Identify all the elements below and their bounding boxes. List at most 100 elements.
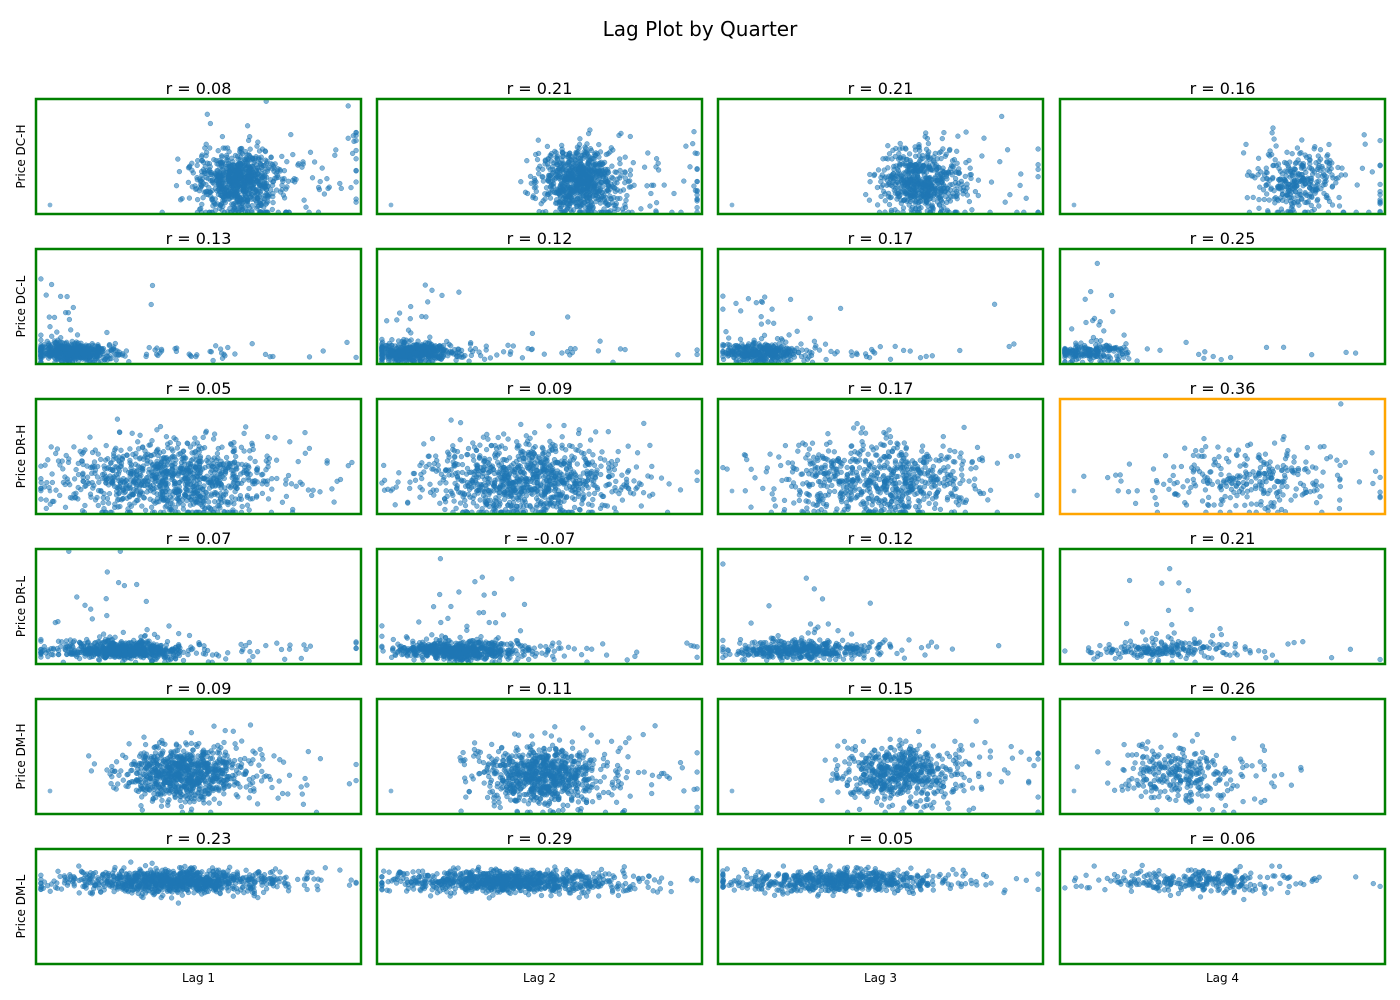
scatter-point bbox=[285, 178, 291, 184]
scatter-point bbox=[573, 153, 580, 160]
scatter-point bbox=[900, 347, 907, 354]
scatter-point bbox=[430, 353, 436, 359]
scatter-point bbox=[1268, 185, 1274, 191]
scatter-point bbox=[733, 300, 739, 307]
scatter-point bbox=[1218, 356, 1224, 363]
scatter-point bbox=[942, 153, 948, 159]
scatter-point bbox=[263, 201, 269, 207]
scatter-point bbox=[813, 343, 819, 349]
scatter-point bbox=[604, 178, 611, 185]
scatter-point bbox=[720, 343, 726, 349]
scatter-point bbox=[1267, 153, 1273, 159]
scatter-point bbox=[214, 188, 220, 194]
scatter-point bbox=[608, 196, 614, 202]
scatter-point bbox=[881, 175, 888, 181]
scatter-point bbox=[48, 444, 54, 450]
scatter-point bbox=[285, 472, 292, 479]
scatter-point bbox=[581, 149, 587, 155]
scatter-point bbox=[837, 305, 844, 312]
scatter-point bbox=[384, 318, 390, 324]
scatter-point bbox=[627, 133, 633, 140]
scatter-point bbox=[1281, 159, 1288, 166]
scatter-point bbox=[577, 136, 583, 142]
panel-frame bbox=[1058, 247, 1387, 366]
scatter-point bbox=[888, 207, 895, 213]
scatter-point bbox=[557, 205, 564, 212]
scatter-point bbox=[1260, 187, 1267, 193]
scatter-point bbox=[170, 448, 176, 454]
scatter-point bbox=[195, 157, 201, 164]
scatter-point bbox=[481, 356, 488, 362]
scatter-point bbox=[542, 158, 549, 164]
scatter-point bbox=[623, 197, 629, 204]
scatter-point bbox=[1314, 179, 1320, 185]
scatter-point bbox=[638, 206, 644, 212]
scatter-point bbox=[353, 167, 359, 174]
scatter-point bbox=[1279, 191, 1286, 197]
scatter-point bbox=[1023, 195, 1029, 201]
scatter-point bbox=[997, 159, 1003, 165]
scatter-point bbox=[317, 178, 323, 185]
scatter-point bbox=[1309, 352, 1315, 358]
scatter-point bbox=[71, 345, 78, 352]
scatter-point bbox=[937, 171, 943, 178]
scatter-point bbox=[600, 184, 606, 190]
scatter-point bbox=[548, 183, 554, 189]
scatter-point bbox=[284, 159, 290, 165]
scatter-point bbox=[112, 347, 118, 354]
scatter-point bbox=[1307, 157, 1313, 163]
scatter-point bbox=[1284, 149, 1290, 155]
scatter-point bbox=[284, 184, 290, 190]
scatter-point bbox=[269, 486, 275, 492]
scatter-point bbox=[768, 345, 774, 352]
scatter-point bbox=[1263, 344, 1270, 351]
scatter-point bbox=[1294, 183, 1300, 189]
scatter-point bbox=[675, 352, 681, 358]
scatter-point bbox=[389, 342, 395, 348]
scatter-point bbox=[65, 310, 71, 316]
scatter-point bbox=[1318, 186, 1324, 192]
scatter-point bbox=[155, 352, 161, 359]
scatter-point bbox=[1302, 181, 1308, 187]
scatter-point bbox=[720, 293, 726, 299]
scatter-point bbox=[1285, 184, 1291, 190]
scatter-point bbox=[960, 191, 966, 197]
scatter-point bbox=[729, 349, 736, 355]
scatter-point bbox=[653, 156, 660, 162]
scatter-point bbox=[532, 177, 538, 184]
scatter-point bbox=[1325, 195, 1331, 201]
correlation-label: r = 0.21 bbox=[507, 79, 573, 98]
scatter-point bbox=[758, 314, 764, 320]
scatter-point bbox=[559, 350, 565, 356]
scatter-point bbox=[440, 354, 446, 360]
scatter-point bbox=[758, 298, 765, 305]
scatter-point bbox=[849, 352, 855, 359]
scatter-point bbox=[578, 177, 585, 184]
scatter-point bbox=[896, 151, 902, 157]
scatter-point bbox=[934, 166, 940, 173]
scatter-point bbox=[557, 188, 564, 194]
scatter-point bbox=[1307, 185, 1313, 191]
scatter-point bbox=[892, 190, 898, 196]
panel-frame bbox=[1058, 97, 1387, 216]
scatter-point bbox=[568, 345, 574, 352]
scatter-point bbox=[900, 154, 907, 160]
scatter-point bbox=[242, 179, 248, 185]
scatter-point bbox=[1087, 347, 1094, 353]
scatter-point bbox=[563, 170, 569, 177]
scatter-point bbox=[458, 347, 465, 354]
scatter-point bbox=[1255, 166, 1261, 172]
scatter-point bbox=[344, 339, 350, 346]
scatter-point bbox=[886, 181, 892, 188]
scatter-point bbox=[163, 434, 170, 440]
scatter-point bbox=[468, 340, 474, 346]
scatter-point bbox=[63, 356, 70, 362]
scatter-point bbox=[762, 345, 768, 351]
scatter-point bbox=[617, 175, 623, 181]
scatter-point bbox=[548, 172, 554, 179]
scatter-point bbox=[295, 458, 301, 465]
scatter-point bbox=[219, 355, 226, 361]
scatter-point bbox=[739, 352, 745, 358]
scatter-point bbox=[137, 432, 143, 438]
scatter-point bbox=[1317, 167, 1323, 174]
